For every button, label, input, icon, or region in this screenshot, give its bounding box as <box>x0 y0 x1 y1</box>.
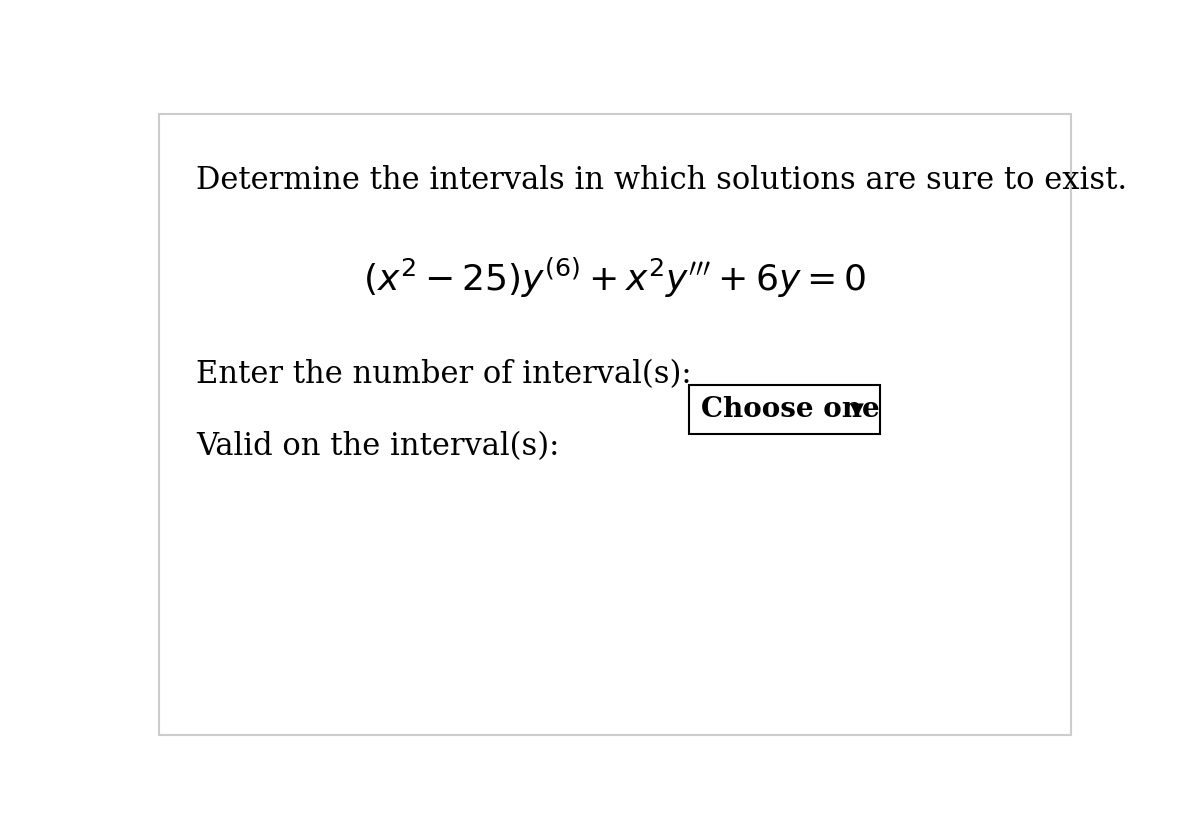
Text: Choose one: Choose one <box>702 396 881 423</box>
FancyBboxPatch shape <box>689 386 880 434</box>
FancyBboxPatch shape <box>160 113 1070 735</box>
Text: Valid on the interval(s):: Valid on the interval(s): <box>197 431 560 462</box>
Text: Enter the number of interval(s):: Enter the number of interval(s): <box>197 360 692 391</box>
Text: ▼: ▼ <box>851 401 864 418</box>
Text: Determine the intervals in which solutions are sure to exist.: Determine the intervals in which solutio… <box>197 165 1128 197</box>
Text: $(x^2 - 25)y^{(6)} + x^2y^{\prime\prime\prime} + 6y = 0$: $(x^2 - 25)y^{(6)} + x^2y^{\prime\prime\… <box>364 256 866 300</box>
